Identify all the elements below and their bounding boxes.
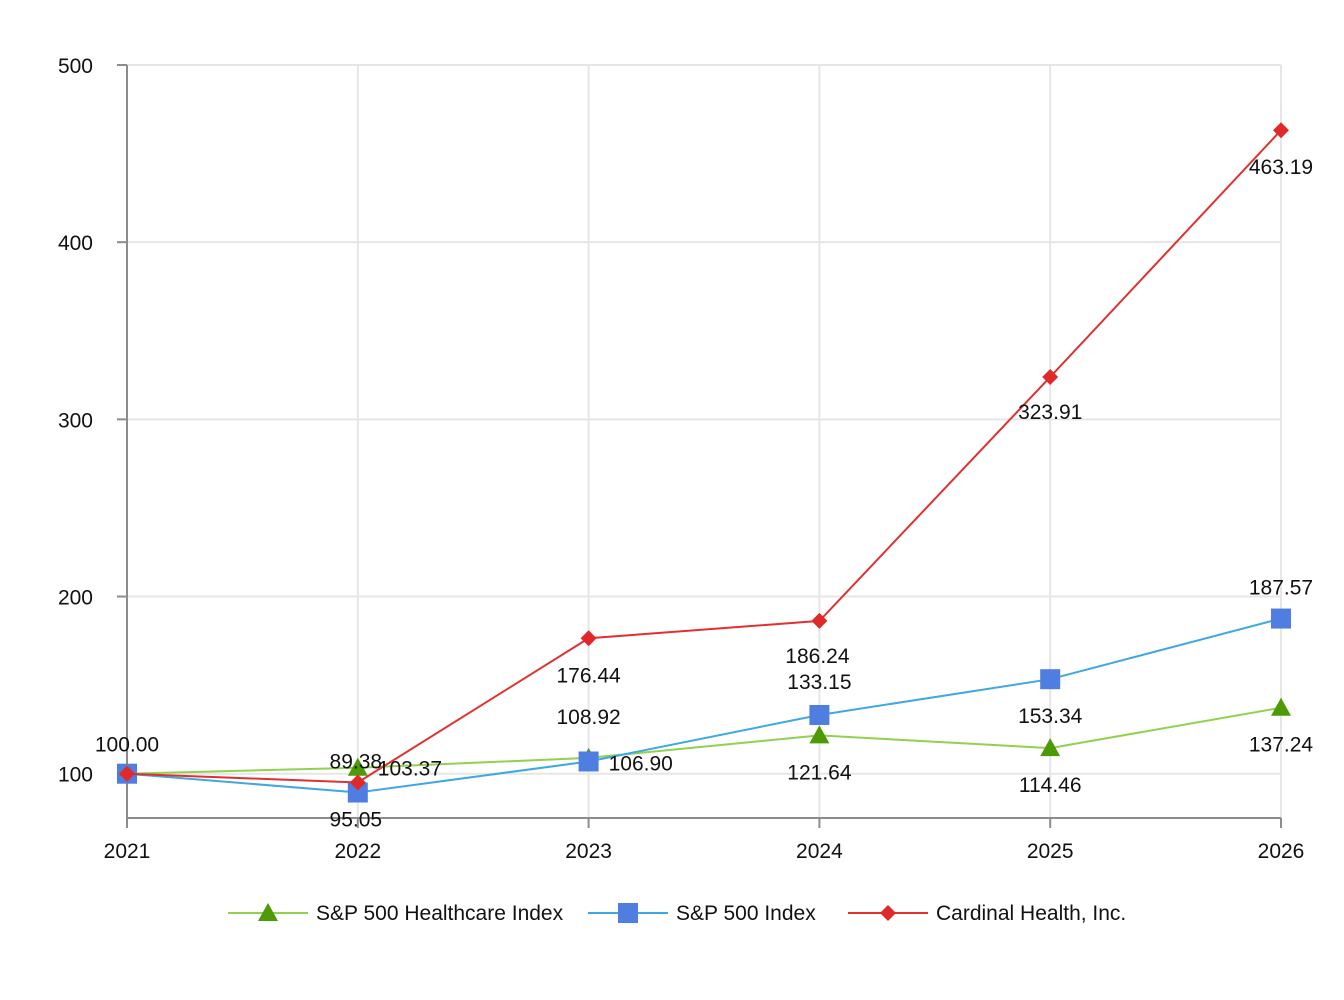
legend-label: S&P 500 Healthcare Index [316, 902, 564, 925]
x-tick-label: 2025 [1027, 840, 1074, 863]
data-point-cardinal [580, 630, 597, 647]
series-group [117, 122, 1291, 803]
data-label: 114.46 [1019, 774, 1082, 797]
y-tick-label: 100 [58, 764, 93, 787]
x-tick-label: 2024 [796, 840, 843, 863]
data-point-healthcare [1040, 738, 1061, 757]
data-point-sp500 [1040, 669, 1061, 690]
data-point-healthcare [809, 725, 830, 744]
data-label: 133.15 [787, 671, 851, 694]
x-tick-label: 2022 [334, 840, 381, 863]
series-line-sp500 [126, 617, 1282, 794]
series-line-cardinal [126, 129, 1282, 784]
data-labels: 103.37 108.92 121.64 114.46 137.24 89.38 106.9… [95, 156, 1314, 831]
legend-label: Cardinal Health, Inc. [936, 902, 1126, 925]
data-point-cardinal [1042, 368, 1059, 385]
series-sp500 [117, 608, 1291, 803]
data-label: 463.19 [1249, 156, 1313, 179]
series-line-healthcare [126, 706, 1282, 775]
data-label: 121.64 [787, 761, 852, 784]
y-tick-label: 200 [58, 587, 93, 610]
data-label: 103.37 [378, 758, 442, 781]
data-label: 186.24 [785, 645, 850, 668]
data-point-sp500 [1271, 608, 1291, 629]
y-tick-label: 300 [58, 409, 93, 432]
data-label: 89.38 [330, 751, 383, 774]
legend-marker-healthcare [258, 903, 278, 921]
data-point-cardinal [811, 612, 828, 629]
data-point-sp500 [578, 751, 599, 772]
axes: 100 200 300 400 500 2021 2022 2023 2024 2025 2026 [58, 55, 1304, 863]
x-tick-label: 2021 [104, 840, 151, 863]
y-tick-label: 400 [58, 232, 93, 255]
legend-marker-cardinal [880, 905, 896, 921]
legend-marker-sp500 [618, 903, 638, 923]
data-label: 106.90 [609, 752, 673, 775]
data-label: 137.24 [1249, 734, 1314, 757]
legend: S&P 500 Healthcare Index S&P 500 Index Car… [228, 902, 1126, 925]
legend-label: S&P 500 Index [676, 902, 816, 925]
data-point-sp500 [809, 704, 830, 725]
data-label: 187.57 [1249, 577, 1313, 600]
legend-item-cardinal: Cardinal Health, Inc. [848, 902, 1126, 925]
x-tick-label: 2026 [1258, 840, 1305, 863]
data-point-cardinal [349, 774, 366, 791]
x-tick-label: 2023 [565, 840, 612, 863]
legend-item-healthcare: S&P 500 Healthcare Index [228, 902, 564, 925]
data-point-healthcare [1271, 697, 1291, 716]
data-label: 108.92 [556, 706, 620, 729]
y-tick-label: 500 [58, 55, 93, 78]
series-cardinal [119, 122, 1289, 791]
data-point-healthcare [347, 757, 368, 776]
data-point-cardinal [119, 765, 135, 782]
grid-lines [127, 64, 1282, 818]
data-label: 323.91 [1018, 401, 1082, 424]
series-healthcare [117, 697, 1291, 782]
data-label: 176.44 [556, 664, 621, 687]
data-point-cardinal [1273, 122, 1289, 139]
legend-item-sp500: S&P 500 Index [588, 902, 816, 925]
data-label: 100.00 [95, 734, 159, 757]
data-point-sp500 [347, 782, 368, 803]
data-label: 153.34 [1018, 705, 1083, 728]
data-label: 95.05 [330, 808, 383, 831]
